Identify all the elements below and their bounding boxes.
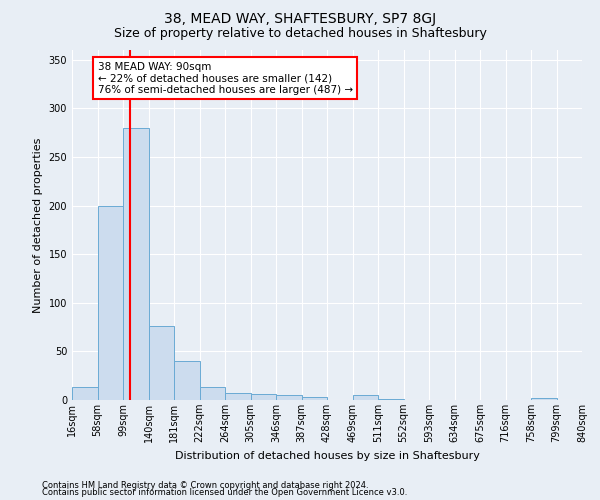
Bar <box>353 395 378 400</box>
Bar <box>174 361 199 400</box>
Bar <box>531 398 557 400</box>
Text: Size of property relative to detached houses in Shaftesbury: Size of property relative to detached ho… <box>113 28 487 40</box>
X-axis label: Distribution of detached houses by size in Shaftesbury: Distribution of detached houses by size … <box>175 450 479 460</box>
Bar <box>276 395 302 400</box>
Text: Contains HM Land Registry data © Crown copyright and database right 2024.: Contains HM Land Registry data © Crown c… <box>42 480 368 490</box>
Bar <box>225 393 251 400</box>
Bar <box>72 388 97 400</box>
Text: Contains public sector information licensed under the Open Government Licence v3: Contains public sector information licen… <box>42 488 407 497</box>
Bar <box>302 397 327 400</box>
Bar <box>378 399 404 400</box>
Y-axis label: Number of detached properties: Number of detached properties <box>33 138 43 312</box>
Bar <box>97 206 123 400</box>
Bar <box>199 388 225 400</box>
Bar <box>251 394 276 400</box>
Bar <box>123 128 149 400</box>
Bar <box>149 326 174 400</box>
Text: 38, MEAD WAY, SHAFTESBURY, SP7 8GJ: 38, MEAD WAY, SHAFTESBURY, SP7 8GJ <box>164 12 436 26</box>
Text: 38 MEAD WAY: 90sqm
← 22% of detached houses are smaller (142)
76% of semi-detach: 38 MEAD WAY: 90sqm ← 22% of detached hou… <box>97 62 353 95</box>
